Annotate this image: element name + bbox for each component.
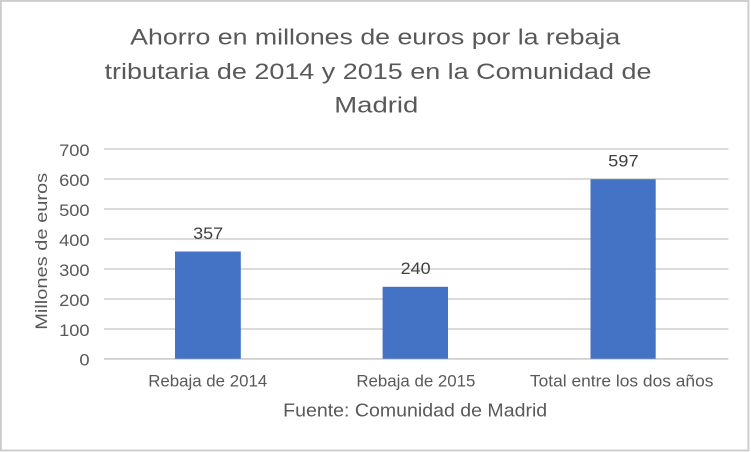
svg-text:700: 700: [59, 141, 90, 160]
svg-text:600: 600: [59, 171, 90, 190]
svg-text:597: 597: [608, 152, 639, 171]
svg-text:Ahorro en millones de euros po: Ahorro en millones de euros por la rebaj…: [130, 25, 621, 50]
svg-text:Millones de euros: Millones de euros: [32, 173, 51, 330]
svg-text:Fuente: Comunidad de Madrid: Fuente: Comunidad de Madrid: [283, 400, 547, 421]
svg-text:240: 240: [401, 259, 431, 278]
svg-text:Madrid: Madrid: [334, 93, 418, 118]
svg-text:500: 500: [59, 201, 90, 220]
svg-text:357: 357: [193, 224, 223, 243]
svg-text:400: 400: [59, 231, 90, 250]
svg-text:Rebaja de 2014: Rebaja de 2014: [148, 372, 267, 391]
svg-text:tributaria de 2014 y 2015 en l: tributaria de 2014 y 2015 en la Comunida…: [105, 59, 652, 84]
svg-text:300: 300: [59, 261, 90, 280]
svg-text:0: 0: [79, 350, 89, 369]
svg-text:Total entre los dos años: Total entre los dos años: [530, 372, 714, 391]
svg-text:Rebaja de 2015: Rebaja de 2015: [356, 372, 475, 391]
svg-text:200: 200: [59, 291, 90, 310]
svg-text:100: 100: [59, 321, 90, 340]
